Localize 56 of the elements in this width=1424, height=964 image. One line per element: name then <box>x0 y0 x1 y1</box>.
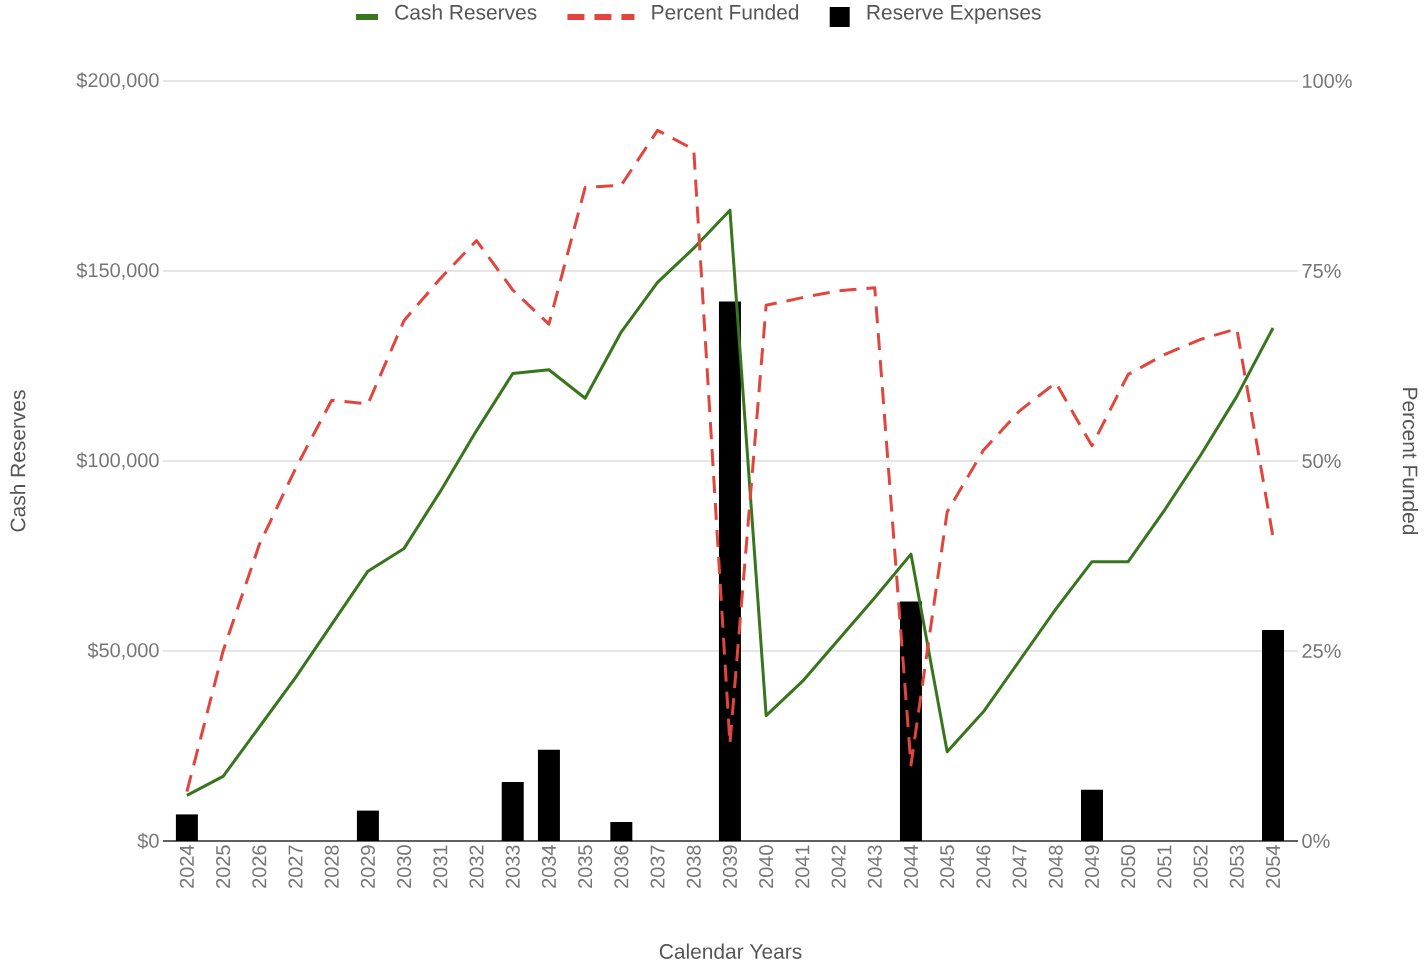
x-tick-label: 2035 <box>578 845 593 888</box>
x-tick-label: 2029 <box>360 845 375 888</box>
bar <box>718 301 741 841</box>
x-tick-label: 2050 <box>1121 845 1136 888</box>
x-tick-label: 2053 <box>1229 845 1244 888</box>
y2-tick-label: 25% <box>1302 643 1341 659</box>
x-tick-label: 2028 <box>324 845 339 888</box>
y-tick-label: $150,000 <box>76 262 159 280</box>
x-tick-label: 2045 <box>940 845 955 888</box>
y-tick-label: $0 <box>137 832 159 850</box>
legend-label: Reserve Expenses <box>867 5 1041 24</box>
y2-tick-label: 50% <box>1302 453 1341 469</box>
x-tick-label: 2047 <box>1012 845 1027 888</box>
bar <box>1080 789 1103 841</box>
y-tick-label: $50,000 <box>87 642 159 660</box>
y-tick-label: $200,000 <box>76 72 159 90</box>
x-tick-label: 2042 <box>831 845 846 888</box>
bar <box>537 749 560 841</box>
bar <box>899 601 922 841</box>
x-tick-label: 2026 <box>252 845 267 888</box>
x-tick-label: 2052 <box>1193 845 1208 888</box>
x-tick-label: 2036 <box>614 845 629 888</box>
x-tick-label: 2034 <box>541 845 556 888</box>
y2-tick-label: 75% <box>1302 263 1341 278</box>
x-tick-label: 2040 <box>759 845 774 888</box>
y-axis-title: Cash Reserves <box>10 390 26 532</box>
bar <box>501 782 524 841</box>
x-tick-label: 2048 <box>1048 845 1063 888</box>
y2-axis-title: Percent Funded <box>1402 388 1419 535</box>
legend-label: Percent Funded <box>652 4 799 20</box>
x-tick-label: 2041 <box>795 845 810 888</box>
x-tick-label: 2025 <box>216 845 231 888</box>
x-axis-title: Calendar Years <box>659 943 802 959</box>
y2-tick-label: 0% <box>1302 833 1330 849</box>
x-tick-label: 2027 <box>288 845 303 888</box>
x-tick-label: 2032 <box>469 845 484 888</box>
x-tick-label: 2037 <box>650 845 665 888</box>
bar <box>610 822 633 841</box>
legend-label: Cash Reserves <box>395 4 537 20</box>
bar <box>356 810 379 841</box>
x-tick-label: 2038 <box>686 845 701 888</box>
x-tick-label: 2039 <box>722 845 737 888</box>
x-tick-label: 2033 <box>505 845 520 888</box>
y-tick-label: $100,000 <box>76 452 159 470</box>
x-tick-label: 2043 <box>867 845 882 888</box>
x-tick-label: 2031 <box>433 845 448 888</box>
y2-tick-label: 100% <box>1303 73 1352 89</box>
bar <box>1262 630 1284 841</box>
x-tick-label: 2024 <box>179 845 194 888</box>
x-tick-label: 2049 <box>1084 845 1100 888</box>
x-tick-label: 2051 <box>1157 845 1172 888</box>
bar <box>175 814 198 841</box>
x-tick-label: 2044 <box>903 845 919 888</box>
x-tick-label: 2030 <box>397 845 412 888</box>
x-tick-label: 2046 <box>976 845 991 888</box>
x-tick-label: 2054 <box>1265 845 1281 888</box>
